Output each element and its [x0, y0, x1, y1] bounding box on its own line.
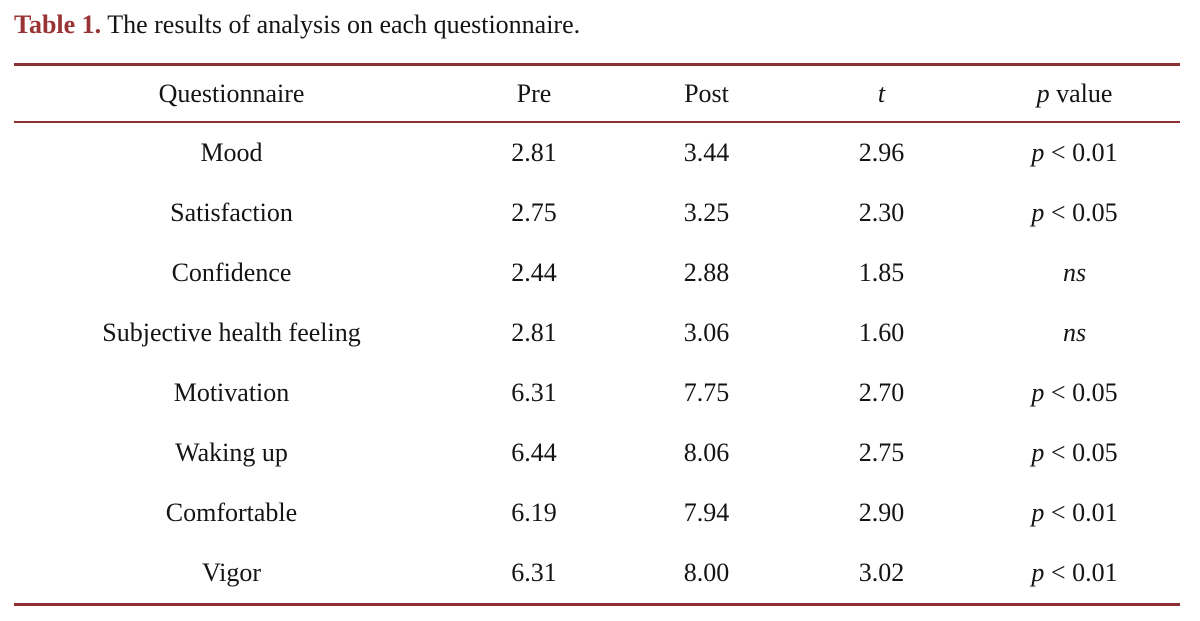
cell-pre: 6.31	[511, 558, 557, 587]
cell-p-value: p < 0.01	[969, 483, 1180, 543]
table-row: Comfortable 6.19 7.94 2.90 p < 0.01	[14, 483, 1180, 543]
cell-post: 3.25	[683, 198, 730, 227]
col-header-p-value: p value	[969, 64, 1180, 123]
cell-t: 2.96	[858, 138, 905, 167]
p-symbol: p	[1036, 78, 1050, 108]
cell-questionnaire: Comfortable	[165, 498, 298, 527]
table-row: Waking up 6.44 8.06 2.75 p < 0.05	[14, 423, 1180, 483]
table-row: Vigor 6.31 8.00 3.02 p < 0.01	[14, 543, 1180, 605]
col-header-post: Post	[619, 64, 794, 123]
p-symbol: p	[1031, 558, 1045, 587]
results-table: Questionnaire Pre Post t p value Mood 2.…	[14, 63, 1180, 606]
cell-p-value: ns	[969, 243, 1180, 303]
p-symbol: p	[1031, 438, 1045, 467]
cell-post: 7.94	[683, 498, 730, 527]
p-threshold: < 0.05	[1044, 438, 1118, 467]
p-symbol: p	[1031, 138, 1045, 167]
cell-t: 2.90	[858, 498, 905, 527]
cell-t: 3.02	[858, 558, 905, 587]
table-row: Subjective health feeling 2.81 3.06 1.60…	[14, 303, 1180, 363]
cell-questionnaire: Satisfaction	[170, 198, 293, 227]
p-threshold: < 0.05	[1044, 378, 1118, 407]
cell-p-value: p < 0.05	[969, 183, 1180, 243]
cell-p-value: p < 0.05	[969, 363, 1180, 423]
cell-post: 3.06	[683, 318, 730, 347]
cell-questionnaire: Subjective health feeling	[102, 318, 361, 347]
cell-pre: 2.81	[511, 138, 557, 167]
p-threshold: < 0.01	[1044, 138, 1118, 167]
cell-pre: 2.44	[511, 258, 557, 287]
cell-post: 3.44	[683, 138, 730, 167]
p-threshold: < 0.01	[1044, 498, 1118, 527]
cell-post: 2.88	[683, 258, 730, 287]
cell-t: 2.30	[858, 198, 905, 227]
p-threshold: < 0.01	[1044, 558, 1118, 587]
table-caption-text: The results of analysis on each question…	[101, 10, 581, 39]
cell-pre: 2.75	[511, 198, 557, 227]
cell-post: 8.06	[683, 438, 730, 467]
cell-post: 7.75	[683, 378, 730, 407]
ns-symbol: ns	[1062, 258, 1087, 287]
cell-pre: 6.44	[511, 438, 557, 467]
col-header-pre: Pre	[449, 64, 619, 123]
cell-t: 2.70	[858, 378, 905, 407]
cell-pre: 6.19	[511, 498, 557, 527]
table-row: Confidence 2.44 2.88 1.85 ns	[14, 243, 1180, 303]
cell-pre: 2.81	[511, 318, 557, 347]
cell-questionnaire: Vigor	[201, 558, 262, 587]
p-value-word: value	[1049, 78, 1113, 108]
cell-questionnaire: Waking up	[175, 438, 288, 467]
cell-questionnaire: Mood	[200, 138, 263, 167]
cell-post: 8.00	[683, 558, 730, 587]
table-caption: Table 1. The results of analysis on each…	[14, 9, 1200, 40]
p-threshold: < 0.05	[1044, 198, 1118, 227]
header-row: Questionnaire Pre Post t p value	[14, 64, 1180, 123]
col-header-questionnaire: Questionnaire	[14, 64, 449, 123]
cell-p-value: p < 0.01	[969, 543, 1180, 605]
ns-symbol: ns	[1062, 318, 1087, 347]
cell-pre: 6.31	[511, 378, 557, 407]
col-header-t: t	[794, 64, 969, 123]
cell-questionnaire: Confidence	[171, 258, 292, 287]
cell-questionnaire: Motivation	[173, 378, 290, 407]
cell-p-value: p < 0.01	[969, 122, 1180, 183]
table-row: Mood 2.81 3.44 2.96 p < 0.01	[14, 122, 1180, 183]
table-row: Satisfaction 2.75 3.25 2.30 p < 0.05	[14, 183, 1180, 243]
table-caption-label: Table 1.	[14, 10, 102, 39]
cell-t: 1.85	[858, 258, 905, 287]
p-symbol: p	[1031, 198, 1045, 227]
p-symbol: p	[1031, 498, 1045, 527]
cell-p-value: ns	[969, 303, 1180, 363]
p-symbol: p	[1031, 378, 1045, 407]
cell-t: 2.75	[858, 438, 905, 467]
cell-t: 1.60	[858, 318, 905, 347]
table-row: Motivation 6.31 7.75 2.70 p < 0.05	[14, 363, 1180, 423]
cell-p-value: p < 0.05	[969, 423, 1180, 483]
